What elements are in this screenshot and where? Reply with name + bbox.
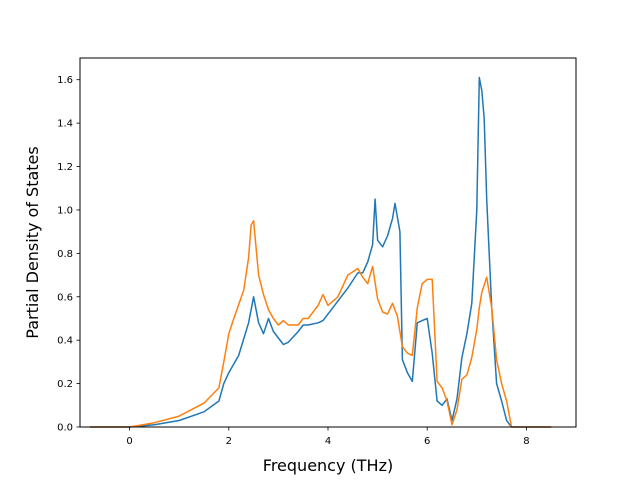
x-tick-label: 2	[226, 436, 232, 447]
y-tick-label: 1.4	[57, 119, 73, 130]
plot-area	[89, 76, 552, 428]
x-tick-label: 8	[523, 436, 529, 447]
y-tick-label: 1.2	[57, 162, 73, 173]
x-axis-ticks: 0 2 4 6 8	[126, 427, 530, 447]
y-tick-label: 0.2	[57, 379, 73, 390]
y-tick-label: 1.0	[57, 205, 73, 216]
y-axis-title: Partial Density of States	[23, 146, 42, 338]
x-tick-label: 6	[424, 436, 430, 447]
y-tick-label: 0.6	[57, 292, 73, 303]
y-tick-label: 0.0	[57, 423, 73, 434]
x-tick-label: 4	[325, 436, 331, 447]
x-tick-label: 0	[126, 436, 132, 447]
y-tick-label: 0.8	[57, 249, 73, 260]
series-line-1	[89, 76, 552, 428]
series-line-2	[89, 220, 552, 428]
x-axis-title: Frequency (THz)	[263, 456, 393, 475]
y-tick-label: 0.4	[57, 336, 73, 347]
y-axis-ticks: 0.0 0.2 0.4 0.6 0.8 1.0 1.2 1.4 1.6	[57, 75, 80, 434]
y-tick-label: 1.6	[57, 75, 73, 86]
